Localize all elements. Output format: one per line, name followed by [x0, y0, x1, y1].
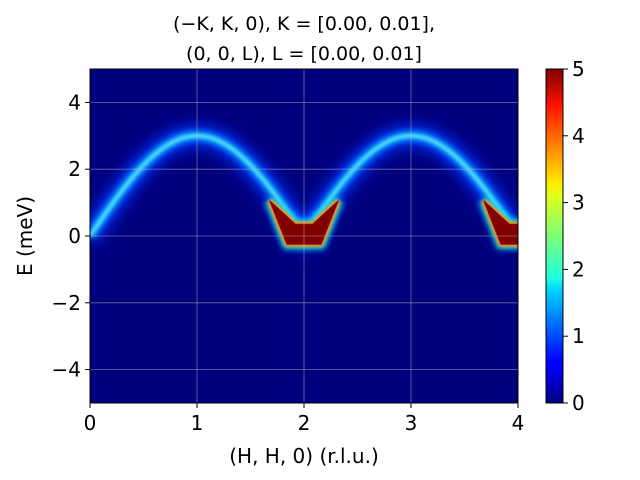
- x-axis: 0 1 2 3 4: [84, 403, 525, 435]
- colorbar-tick-label: 2: [572, 257, 585, 281]
- y-axis-label: E (meV): [13, 196, 37, 276]
- y-tick-label: 0: [68, 224, 81, 248]
- x-axis-label: (H, H, 0) (r.l.u.): [229, 444, 379, 468]
- y-axis: −4 −2 0 2 4: [52, 90, 90, 382]
- colorbar-tick-label: 4: [572, 124, 585, 148]
- y-tick-label: 2: [68, 157, 81, 181]
- y-tick-label: −4: [52, 358, 81, 382]
- y-tick-label: 4: [68, 90, 81, 114]
- x-tick-label: 1: [191, 411, 204, 435]
- colorbar-tick-label: 0: [572, 391, 585, 415]
- y-tick-label: −2: [52, 291, 81, 315]
- x-tick-label: 4: [512, 411, 525, 435]
- chart-title-line1: (−K, K, 0), K = [0.00, 0.01],: [173, 13, 435, 35]
- colorbar-axis: 0 1 2 3 4 5: [563, 57, 585, 415]
- x-tick-label: 0: [84, 411, 97, 435]
- colorbar-tick-label: 3: [572, 191, 585, 215]
- chart-title-line2: (0, 0, L), L = [0.00, 0.01]: [186, 43, 422, 65]
- hotspot-core: [483, 200, 518, 245]
- hotspot-core: [269, 200, 339, 245]
- x-tick-label: 3: [405, 411, 418, 435]
- x-tick-label: 2: [298, 411, 311, 435]
- colorbar-tick-label: 5: [572, 57, 585, 81]
- colorbar-tick-label: 1: [572, 324, 585, 348]
- colorbar: [545, 68, 564, 404]
